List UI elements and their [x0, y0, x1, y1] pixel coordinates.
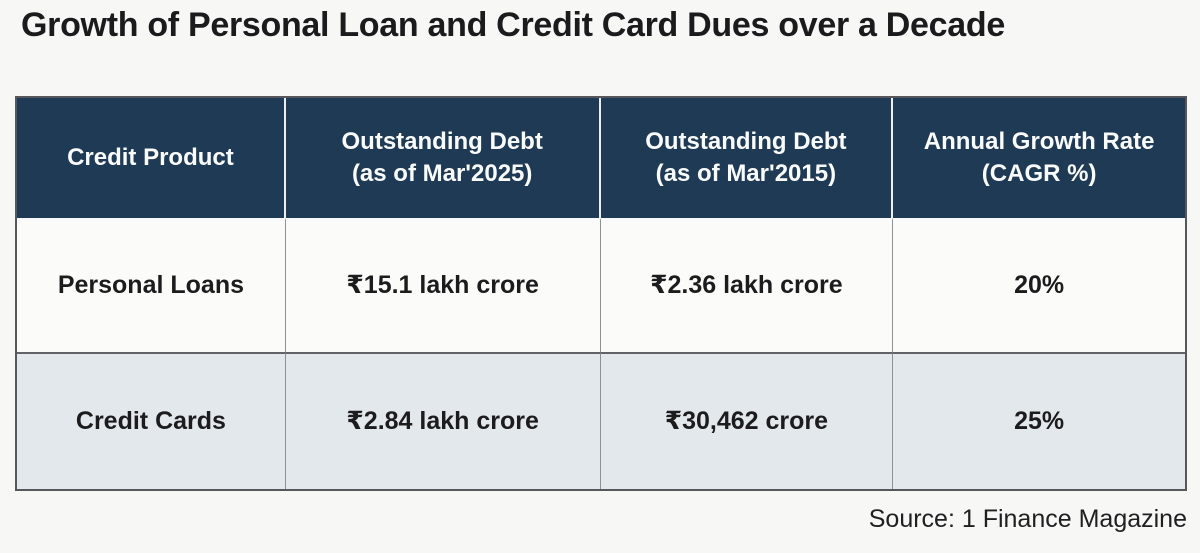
- cell-personal-loans-debt-2015: ₹2.36 lakh crore: [600, 218, 894, 352]
- data-table: Credit Product Outstanding Debt (as of M…: [15, 96, 1187, 491]
- cell-credit-cards-cagr: 25%: [893, 352, 1185, 489]
- cell-personal-loans-debt-2025: ₹15.1 lakh crore: [285, 218, 601, 352]
- cell-credit-cards-product: Credit Cards: [17, 352, 286, 489]
- header-cell-outstanding-2015: Outstanding Debt (as of Mar'2015): [600, 98, 894, 218]
- header-cell-outstanding-2025: Outstanding Debt (as of Mar'2025): [285, 98, 601, 218]
- table-header-row: Credit Product Outstanding Debt (as of M…: [17, 98, 1185, 218]
- cell-credit-cards-debt-2025: ₹2.84 lakh crore: [285, 352, 601, 489]
- cell-personal-loans-product: Personal Loans: [17, 218, 286, 352]
- table-row-credit-cards: Credit Cards ₹2.84 lakh crore ₹30,462 cr…: [17, 352, 1185, 489]
- cell-credit-cards-debt-2015: ₹30,462 crore: [600, 352, 894, 489]
- header-cell-credit-product: Credit Product: [17, 98, 286, 218]
- cell-personal-loans-cagr: 20%: [893, 218, 1185, 352]
- header-cell-growth-rate: Annual Growth Rate (CAGR %): [893, 98, 1185, 218]
- table-row-personal-loans: Personal Loans ₹15.1 lakh crore ₹2.36 la…: [17, 218, 1185, 352]
- source-attribution: Source: 1 Finance Magazine: [868, 505, 1187, 533]
- page-title: Growth of Personal Loan and Credit Card …: [21, 6, 1005, 44]
